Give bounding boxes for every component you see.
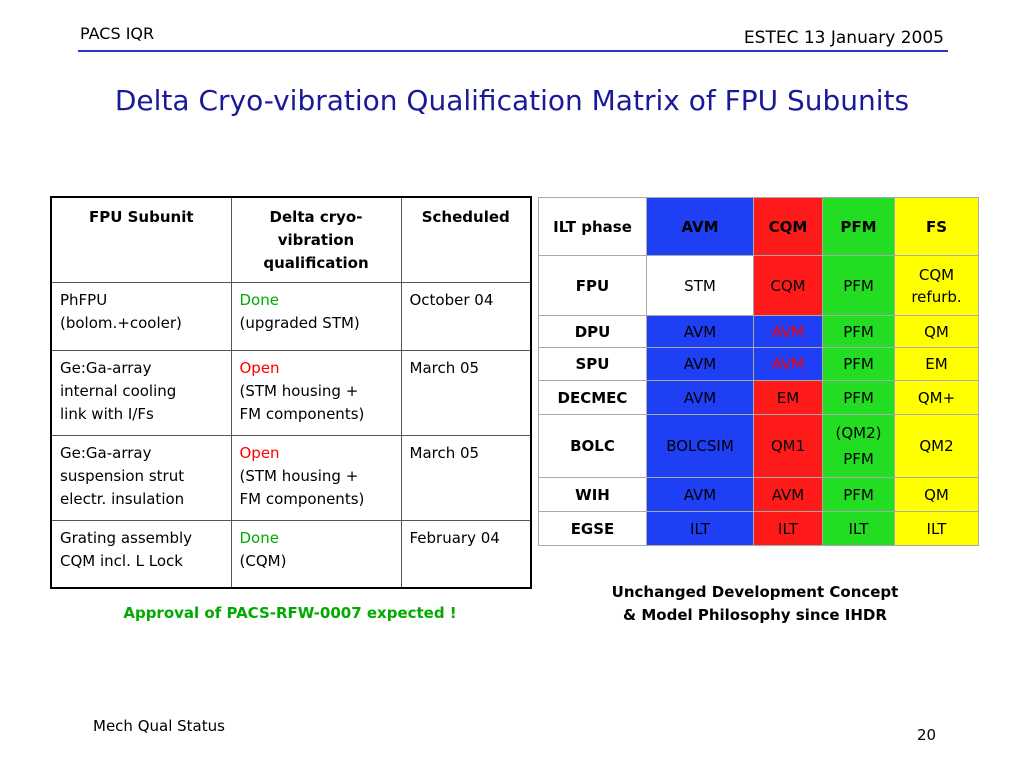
cell: BOLC <box>538 414 647 478</box>
line: (STM housing + <box>239 382 359 400</box>
cell: STM <box>646 255 754 316</box>
cell: EM <box>753 380 823 415</box>
cell: QM <box>894 315 979 348</box>
header-cell: Scheduled <box>400 196 532 283</box>
cell: Ge:Ga-array suspension strut electr. insul… <box>50 435 232 521</box>
cell: EM <box>894 347 979 381</box>
line: link with I/Fs <box>60 405 154 423</box>
cell: ILT <box>822 511 895 546</box>
line: CQM incl. L Lock <box>60 552 183 570</box>
header-cell: CQM <box>753 197 823 256</box>
approval-note: Approval of PACS-RFW-0007 expected ! <box>123 604 457 622</box>
line: FM components) <box>239 405 365 423</box>
line: electr. insulation <box>60 490 185 508</box>
cell: ILT <box>646 511 754 546</box>
cell: February 04 <box>400 520 532 588</box>
cell: October 04 <box>400 282 532 351</box>
cell: PFM <box>822 380 895 415</box>
cell: PFM <box>822 315 895 348</box>
cell: (QM2) PFM <box>822 414 895 478</box>
footer-left: Mech Qual Status <box>93 717 225 735</box>
cell: March 05 <box>400 350 532 436</box>
cell: AVM <box>646 347 754 381</box>
header-right: ESTEC 13 January 2005 <box>743 28 944 48</box>
header-cell: FPU Subunit <box>50 196 232 283</box>
cell: Open (STM housing + FM components) <box>230 350 402 436</box>
cell: March 05 <box>400 435 532 521</box>
qualification-table: FPU Subunit Delta cryo-vibration qualifi… <box>50 196 532 589</box>
cell: SPU <box>538 347 647 381</box>
cell: BOLCSIM <box>646 414 754 478</box>
header-cell: PFM <box>822 197 895 256</box>
slide-title: Delta Cryo-vibration Qualification Matri… <box>114 84 910 117</box>
line: PhFPU <box>60 291 108 309</box>
header-rule <box>78 50 948 52</box>
line: Unchanged Development Concept <box>611 583 899 601</box>
cell: EGSE <box>538 511 647 546</box>
cell: Done (upgraded STM) <box>230 282 402 351</box>
cell: PFM <box>822 347 895 381</box>
cell: AVM <box>646 380 754 415</box>
cell: Open (STM housing + FM components) <box>230 435 402 521</box>
cell: AVM <box>753 347 823 381</box>
cell: ILT <box>894 511 979 546</box>
cell: PFM <box>822 477 895 512</box>
cell: DECMEC <box>538 380 647 415</box>
status: Done <box>239 529 279 547</box>
line: (CQM) <box>239 552 287 570</box>
cell: DPU <box>538 315 647 348</box>
cell: Ge:Ga-array internal cooling link with I/F… <box>50 350 232 436</box>
header-cell: Delta cryo-vibration qualification <box>230 196 402 283</box>
line: (upgraded STM) <box>239 314 360 332</box>
line: internal cooling <box>60 382 177 400</box>
cell: Grating assembly CQM incl. L Lock <box>50 520 232 588</box>
status: Open <box>239 359 280 377</box>
header-cell: ILT phase <box>538 197 647 256</box>
line: suspension strut <box>60 467 185 485</box>
cell: WIH <box>538 477 647 512</box>
cell: AVM <box>646 315 754 348</box>
cell: QM2 <box>894 414 979 478</box>
cell: AVM <box>753 477 823 512</box>
line: Ge:Ga-array <box>60 444 152 462</box>
cell: QM1 <box>753 414 823 478</box>
header-cell: FS <box>894 197 979 256</box>
status: Open <box>239 444 280 462</box>
cell: AVM <box>646 477 754 512</box>
cell: PhFPU (bolom.+cooler) <box>50 282 232 351</box>
cell: QM <box>894 477 979 512</box>
cell: AVM <box>753 315 823 348</box>
line: & Model Philosophy since IHDR <box>623 606 887 624</box>
cell: FPU <box>538 255 647 316</box>
line: Ge:Ga-array <box>60 359 152 377</box>
cell: ILT <box>753 511 823 546</box>
cell: QM+ <box>894 380 979 415</box>
model-matrix: ILT phase AVM CQM PFM FS FPU STM CQM PFM… <box>538 197 979 546</box>
page-number: 20 <box>917 726 937 744</box>
header-left: PACS IQR <box>80 24 155 43</box>
cell: Done (CQM) <box>230 520 402 588</box>
line: Grating assembly <box>60 529 193 547</box>
cell: CQM <box>753 255 823 316</box>
line: (STM housing + <box>239 467 359 485</box>
line: FM components) <box>239 490 365 508</box>
cell: CQM refurb. <box>894 255 979 316</box>
cell: PFM <box>822 255 895 316</box>
line: (bolom.+cooler) <box>60 314 182 332</box>
status: Done <box>239 291 279 309</box>
header-cell: AVM <box>646 197 754 256</box>
concept-note: Unchanged Development Concept & Model Phi… <box>540 581 970 627</box>
